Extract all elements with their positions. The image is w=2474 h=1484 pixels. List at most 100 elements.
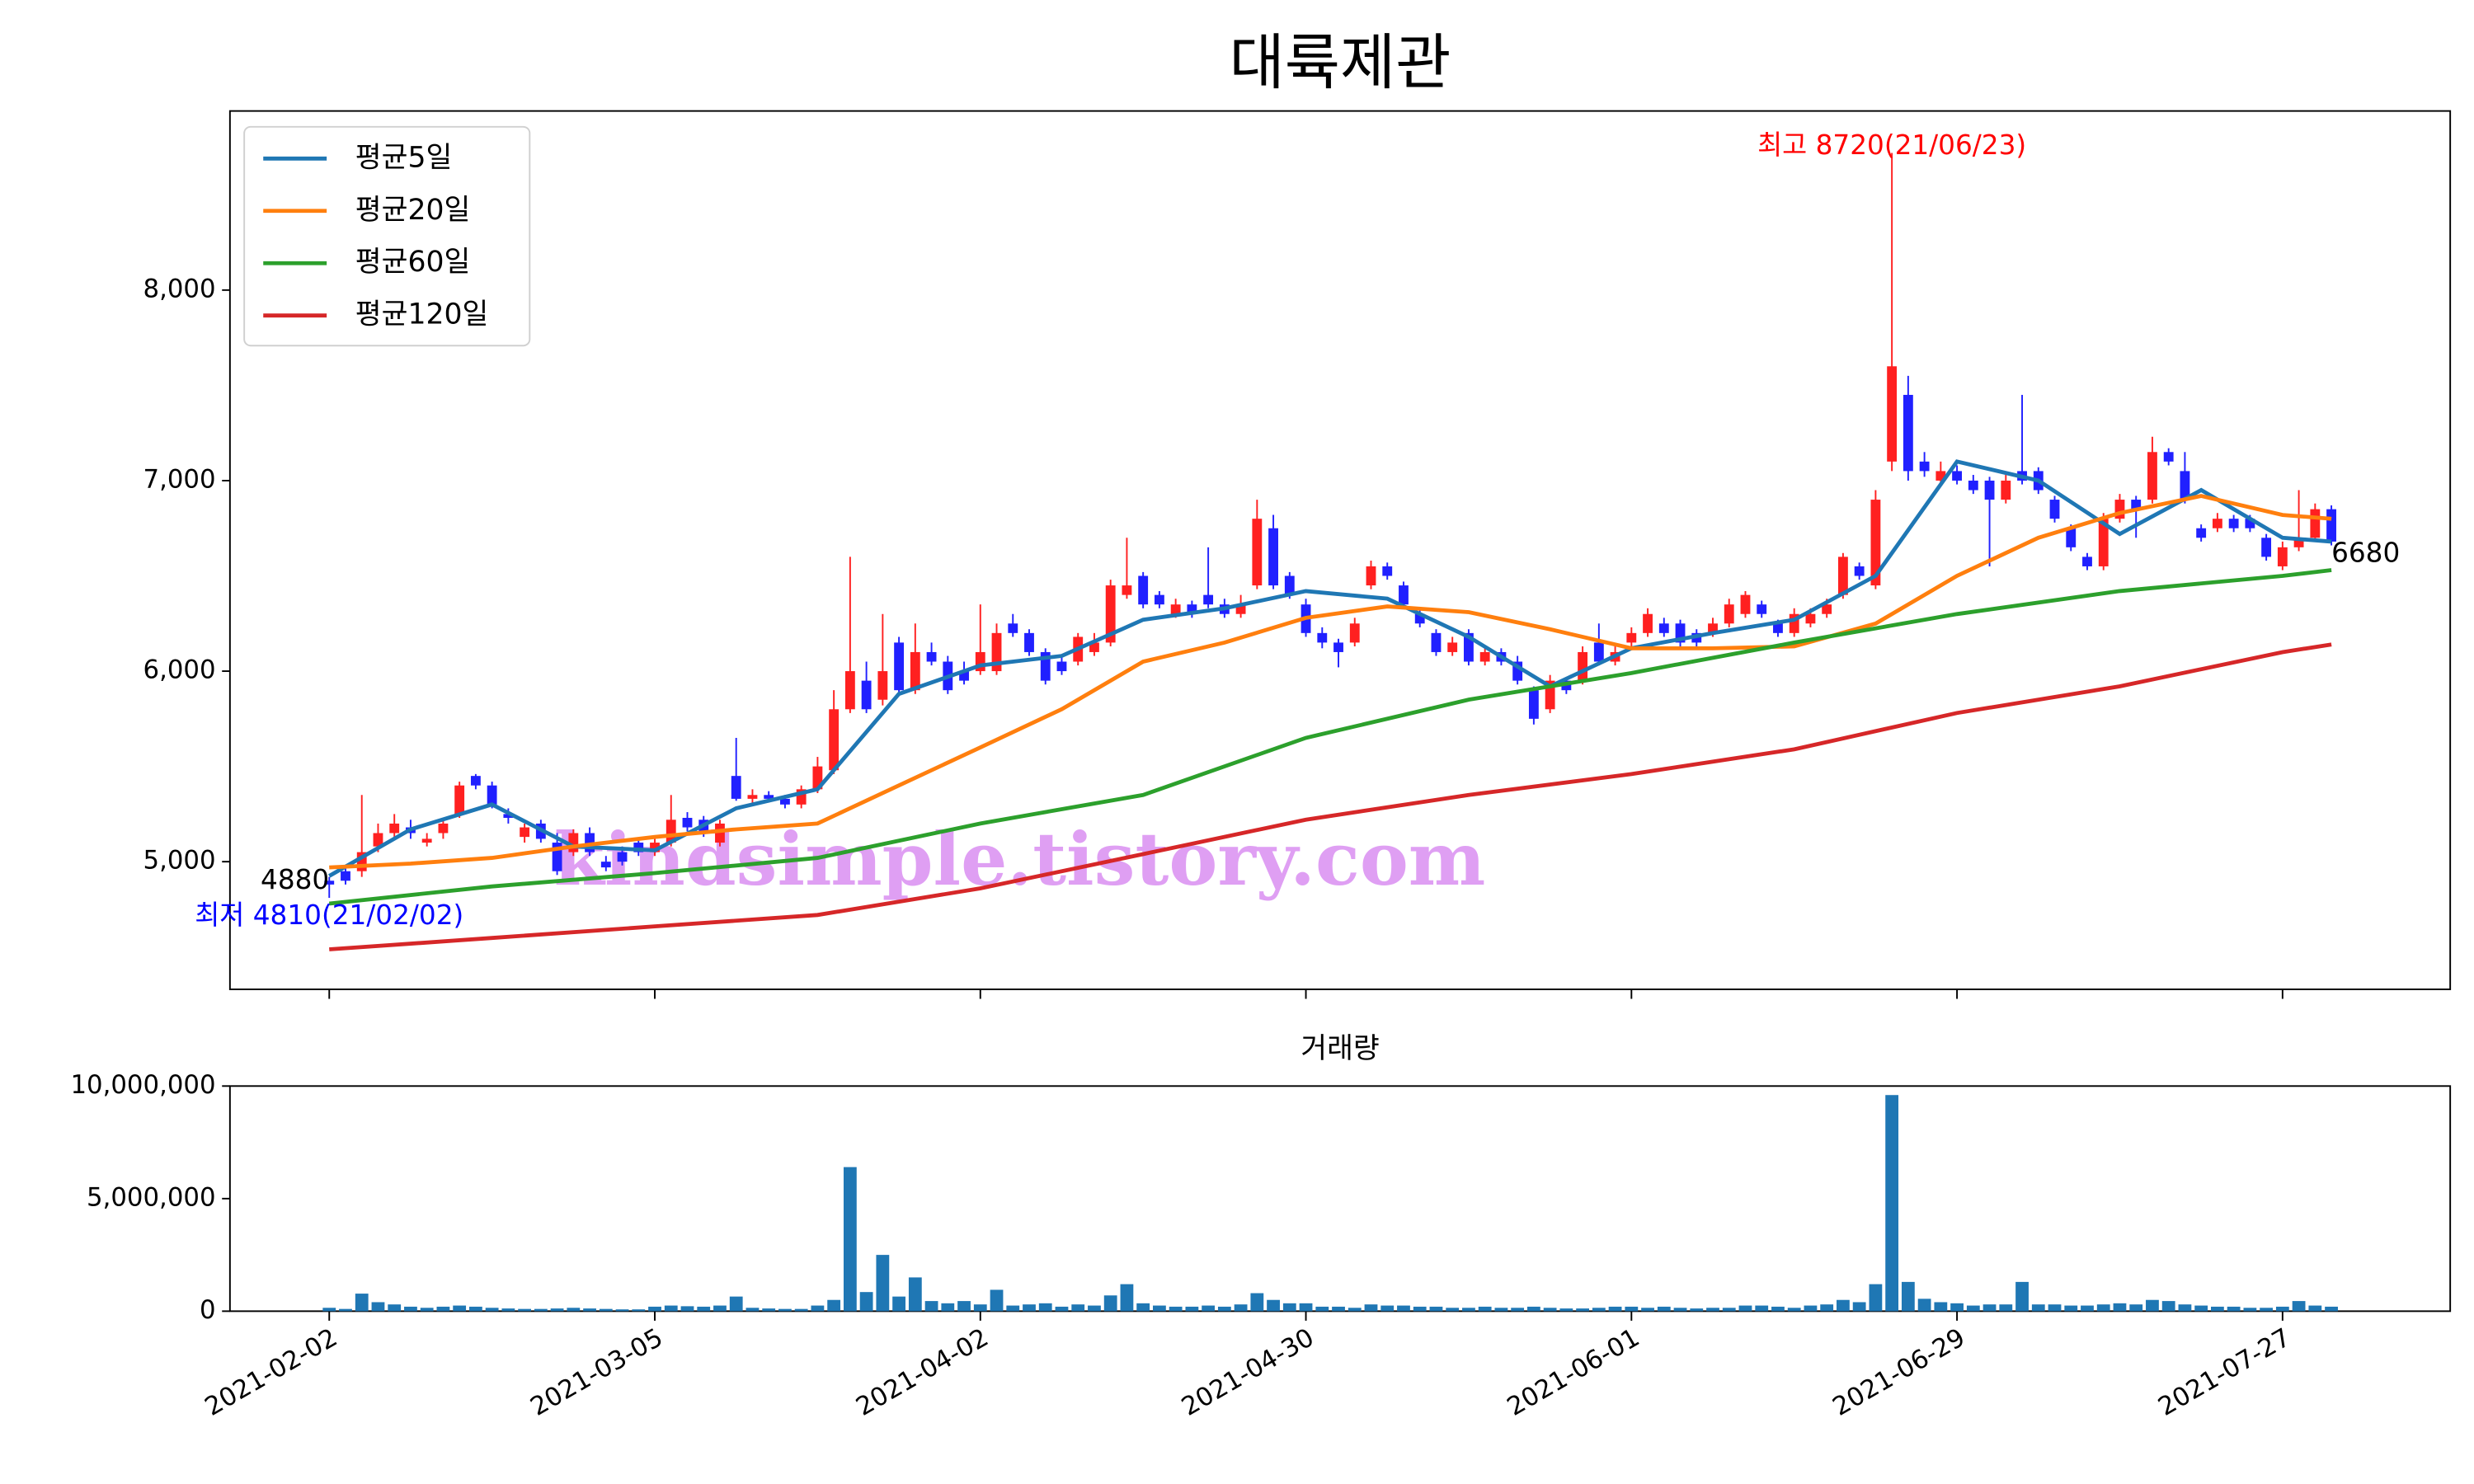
candle-body xyxy=(2261,538,2272,557)
candle-body xyxy=(1935,471,1946,481)
volume-bar xyxy=(2292,1301,2306,1312)
candle-body xyxy=(715,823,725,843)
volume-bar xyxy=(1625,1306,1639,1312)
volume-bar xyxy=(453,1305,467,1312)
volume-bar xyxy=(1038,1303,1052,1312)
candle-body xyxy=(1203,594,1214,605)
candle-body xyxy=(1854,566,1865,576)
volume-bar xyxy=(729,1296,743,1312)
volume-bar xyxy=(632,1309,646,1312)
candle-body xyxy=(1382,566,1393,576)
volume-bar xyxy=(1771,1306,1785,1312)
volume-bar xyxy=(436,1306,450,1312)
candle-body xyxy=(1008,623,1018,633)
volume-bar xyxy=(1852,1302,1866,1312)
candle-body xyxy=(1349,623,1360,643)
candle-body xyxy=(454,785,465,815)
volume-bar xyxy=(1966,1305,1980,1312)
candle-body xyxy=(829,709,840,771)
candle-body xyxy=(2163,452,2174,462)
volume-bar xyxy=(811,1305,825,1312)
volume-bar xyxy=(1999,1304,2013,1312)
candle-body xyxy=(877,671,888,700)
volume-bar xyxy=(1169,1306,1183,1312)
legend-label: 평균5일 xyxy=(355,141,453,174)
volume-bar xyxy=(1982,1304,1997,1312)
candle-body xyxy=(324,881,335,885)
volume-bar xyxy=(1429,1306,1443,1312)
y-tick-label: 5,000 xyxy=(143,846,216,876)
candle-body xyxy=(1658,623,1669,633)
volume-bar xyxy=(1608,1306,1622,1312)
volume-bar xyxy=(1901,1281,1915,1312)
candle-body xyxy=(421,838,432,843)
candle-body xyxy=(1822,604,1832,614)
volume-bar xyxy=(2194,1305,2208,1312)
candle-body xyxy=(1757,604,1767,614)
volume-bar xyxy=(2260,1308,2274,1312)
volume-bar xyxy=(1217,1306,1231,1312)
candle-body xyxy=(2049,500,2060,519)
volume-bar xyxy=(1494,1308,1508,1312)
candle-body xyxy=(764,795,774,799)
volume-bar xyxy=(1641,1308,1654,1312)
volume-bar xyxy=(355,1294,369,1312)
volume-bar xyxy=(1950,1303,1964,1312)
volume-bar xyxy=(485,1308,499,1312)
y-tick-label: 10,000,000 xyxy=(70,1070,215,1100)
volume-bar xyxy=(1885,1095,1899,1312)
y-tick-label: 7,000 xyxy=(143,464,216,494)
candle-body xyxy=(1887,366,1898,462)
candle-body xyxy=(1724,604,1734,624)
volume-bar xyxy=(745,1308,760,1312)
candle-body xyxy=(600,862,611,868)
volume-bar xyxy=(583,1308,596,1312)
candle-body xyxy=(1252,519,1263,586)
volume-bar xyxy=(1478,1306,1492,1312)
candle-body xyxy=(844,671,855,710)
legend-label: 평균120일 xyxy=(355,298,489,331)
candle-body xyxy=(1545,680,1555,710)
ma-line xyxy=(328,568,2332,906)
ma-line xyxy=(328,459,2332,878)
candle-body xyxy=(1414,613,1425,624)
legend-label: 평균20일 xyxy=(355,194,471,227)
candle-body xyxy=(2180,471,2190,500)
candle-body xyxy=(1464,632,1474,662)
volume-bar xyxy=(1787,1308,1801,1312)
low-annotation: 최저 4810(21/02/02) xyxy=(195,899,463,931)
candle-body xyxy=(1919,461,1930,472)
volume-bar xyxy=(2227,1306,2241,1312)
volume-bar xyxy=(1673,1308,1687,1312)
ma-line xyxy=(329,494,2332,870)
candle-body xyxy=(1837,556,1848,595)
candle-body xyxy=(1024,632,1034,652)
volume-bar xyxy=(1055,1306,1069,1312)
candle-body xyxy=(1122,585,1132,595)
volume-bar xyxy=(713,1305,727,1312)
candle-body xyxy=(861,680,872,710)
volume-bar xyxy=(1250,1293,1264,1312)
candle-body xyxy=(2277,547,2288,566)
candle-body xyxy=(991,632,1002,672)
volume-bar xyxy=(550,1308,564,1312)
volume-bar xyxy=(1364,1304,1378,1312)
candle-body xyxy=(1643,613,1653,633)
candle-body xyxy=(1366,566,1376,586)
candle-body xyxy=(666,819,676,843)
volume-bar xyxy=(2308,1305,2322,1312)
candle-body xyxy=(1154,594,1164,605)
volume-bar xyxy=(1917,1298,1931,1312)
y-tick-label: 6,000 xyxy=(143,655,216,685)
volume-bar xyxy=(892,1296,905,1312)
candle-body xyxy=(2228,519,2239,528)
volume-bar xyxy=(778,1308,792,1312)
volume-bar xyxy=(2015,1281,2029,1312)
volume-bar xyxy=(1804,1305,1818,1312)
candle-body xyxy=(2293,538,2304,547)
volume-bar xyxy=(664,1305,678,1312)
candle-body xyxy=(1528,690,1539,719)
candle-body xyxy=(959,671,969,681)
volume-bar xyxy=(322,1308,336,1312)
candle-body xyxy=(2196,528,2207,538)
